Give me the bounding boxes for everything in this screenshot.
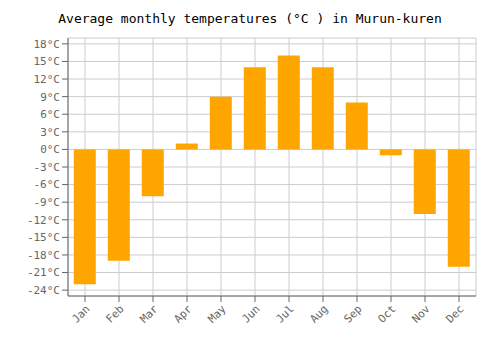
svg-text:9°C: 9°C — [40, 91, 60, 104]
svg-text:May: May — [205, 302, 229, 326]
svg-text:3°C: 3°C — [40, 126, 60, 139]
svg-text:6°C: 6°C — [40, 108, 60, 121]
svg-text:Jul: Jul — [273, 302, 296, 325]
svg-text:Jan: Jan — [69, 302, 92, 325]
svg-text:Feb: Feb — [103, 302, 126, 325]
svg-text:-12°C: -12°C — [27, 214, 60, 227]
svg-text:-21°C: -21°C — [27, 266, 60, 279]
svg-text:Mar: Mar — [137, 302, 161, 326]
svg-text:-24°C: -24°C — [27, 284, 60, 297]
svg-text:-15°C: -15°C — [27, 231, 60, 244]
svg-text:Dec: Dec — [443, 302, 466, 325]
svg-text:-18°C: -18°C — [27, 249, 60, 262]
svg-text:Sep: Sep — [341, 302, 364, 325]
svg-text:Apr: Apr — [171, 302, 195, 326]
svg-text:Nov: Nov — [409, 302, 433, 326]
svg-text:18°C: 18°C — [34, 38, 61, 51]
html-text:Average monthly temperatures (: Average monthly temperatures (°C ) in Mu… — [58, 11, 442, 26]
svg-text:Aug: Aug — [307, 302, 330, 325]
svg-text:15°C: 15°C — [34, 55, 61, 68]
svg-text:-6°C: -6°C — [34, 178, 61, 191]
svg-text:Jun: Jun — [239, 302, 262, 325]
svg-text:-3°C: -3°C — [34, 161, 61, 174]
svg-text:-9°C: -9°C — [34, 196, 61, 209]
svg-text:12°C: 12°C — [34, 73, 61, 86]
svg-text:0°C: 0°C — [40, 143, 60, 156]
svg-text:Oct: Oct — [375, 302, 398, 325]
